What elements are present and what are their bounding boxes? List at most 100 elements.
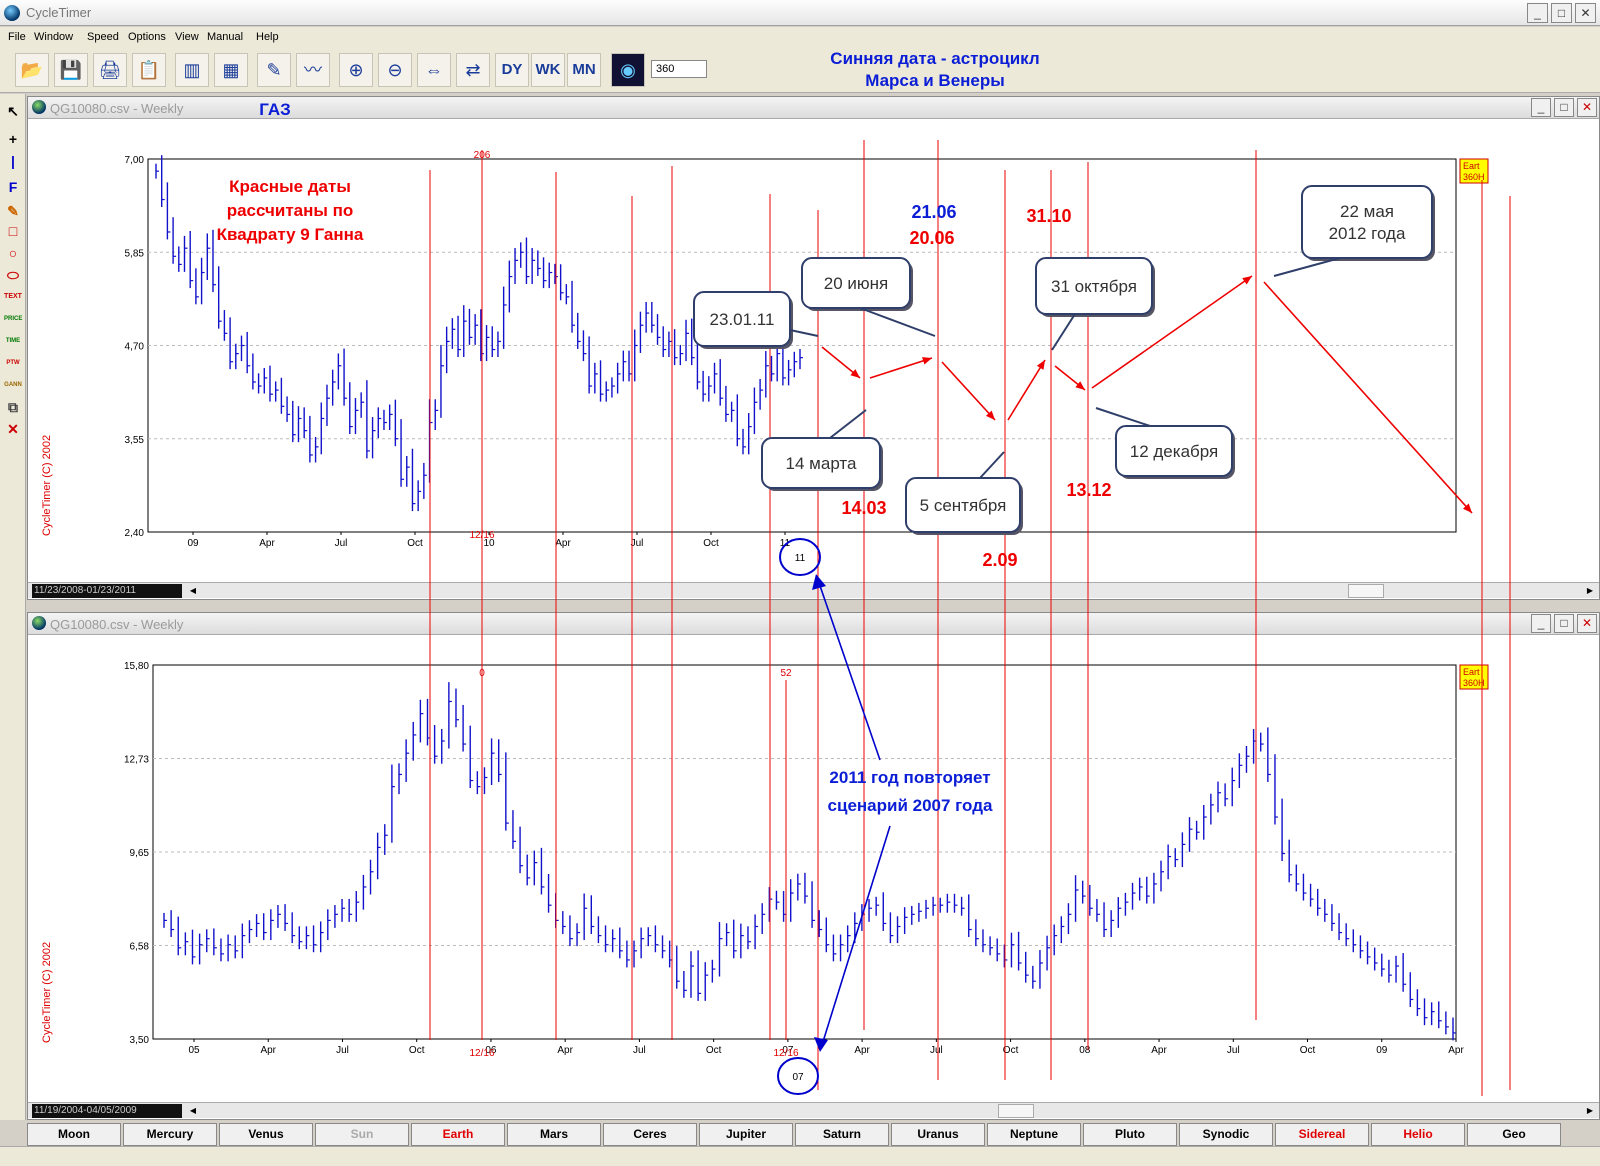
x-tick-label: 09 xyxy=(1376,1045,1388,1056)
delete-icon[interactable]: ✕ xyxy=(7,421,19,437)
circle-icon[interactable]: ○ xyxy=(8,245,18,261)
window-2-scrollbar[interactable]: 11/19/2004-04/05/2009 ◀ ▶ xyxy=(28,1102,1599,1118)
copyright-label: CycleTimer (C) 2002 xyxy=(41,942,53,1043)
price-tool-icon[interactable]: PRICE xyxy=(4,316,23,322)
text-tool-icon[interactable]: TEXT xyxy=(4,293,22,300)
zoom-out-icon[interactable]: ⊖ xyxy=(378,53,412,87)
scroll-thumb[interactable] xyxy=(1348,584,1384,598)
pointer-icon[interactable]: ↖ xyxy=(7,103,19,119)
x-tick-label: 10 xyxy=(483,538,495,549)
window-1-maximize-button[interactable]: □ xyxy=(1554,98,1574,117)
tab-neptune[interactable]: Neptune xyxy=(987,1123,1081,1146)
window-1-close-button[interactable]: ✕ xyxy=(1577,98,1597,117)
menu-view[interactable]: View xyxy=(175,31,199,43)
scroll-right-icon[interactable]: ▶ xyxy=(1586,1106,1594,1115)
tab-synodic[interactable]: Synodic xyxy=(1179,1123,1273,1146)
copy-icon[interactable]: ⧉ xyxy=(8,399,18,415)
x-tick-label: Oct xyxy=(407,538,423,549)
window-1-title: QG10080.csv - Weekly xyxy=(50,101,184,116)
scroll-left-icon[interactable]: ◀ xyxy=(189,586,197,595)
minimize-button[interactable]: _ xyxy=(1527,3,1548,23)
scroll-left-icon[interactable]: ◀ xyxy=(189,1106,197,1115)
y-tick-label: 3,50 xyxy=(130,1035,150,1046)
tab-sidereal[interactable]: Sidereal xyxy=(1275,1123,1369,1146)
spreadsheet-icon[interactable]: ▦ xyxy=(214,53,248,87)
compress-icon[interactable]: ⇄ xyxy=(456,53,490,87)
x-tick-label: Jul xyxy=(633,1045,646,1056)
window-1-minimize-button[interactable]: _ xyxy=(1531,98,1551,117)
x-tick-label: Oct xyxy=(703,538,719,549)
ptw-tool-icon[interactable]: PTW xyxy=(6,360,20,366)
weekly-icon[interactable]: WK xyxy=(531,53,565,87)
menu-window[interactable]: Window xyxy=(34,31,74,43)
tab-earth[interactable]: Earth xyxy=(411,1123,505,1146)
planet-icon[interactable]: ◉ xyxy=(611,53,645,87)
x-tick-label: Jul xyxy=(930,1045,943,1056)
scroll-right-icon[interactable]: ▶ xyxy=(1586,586,1594,595)
zoom-input[interactable]: 360 xyxy=(651,60,707,78)
header-note-line1: Синняя дата - астроцикл xyxy=(830,49,1040,68)
menu-manual[interactable]: Manual xyxy=(207,31,244,43)
x-tick-label: 05 xyxy=(188,1045,200,1056)
tab-helio[interactable]: Helio xyxy=(1371,1123,1465,1146)
time-tool-icon[interactable]: TIME xyxy=(5,338,21,344)
chart-icon[interactable]: 〰 xyxy=(296,53,330,87)
ellipse-icon[interactable]: ⬭ xyxy=(7,267,19,283)
x-tick-label: Apr xyxy=(259,538,275,549)
planet-tabs: Moon Mercury Venus Sun Earth Mars Ceres Jupiter… xyxy=(0,1122,1600,1146)
eraser-icon[interactable]: ✎ xyxy=(257,53,291,87)
zoom-in-icon[interactable]: ⊕ xyxy=(339,53,373,87)
scroll-thumb[interactable] xyxy=(998,1104,1034,1118)
menu-options[interactable]: Options xyxy=(128,31,166,43)
x-tick-label: Oct xyxy=(409,1045,425,1056)
pencil-icon[interactable]: ✎ xyxy=(7,203,19,219)
menu-bar: File Window Speed Options View Manual He… xyxy=(0,27,1600,47)
menu-speed[interactable]: Speed xyxy=(87,31,119,43)
open-icon[interactable]: 📂 xyxy=(15,53,49,87)
menu-file[interactable]: File xyxy=(8,31,26,43)
window-2-date-range: 11/19/2004-04/05/2009 xyxy=(32,1104,182,1118)
x-tick-label: Apr xyxy=(1448,1045,1464,1056)
y-tick-label: 15,80 xyxy=(124,661,149,672)
x-tick-label: 06 xyxy=(485,1045,497,1056)
window-2-close-button[interactable]: ✕ xyxy=(1577,614,1597,633)
tab-geo[interactable]: Geo xyxy=(1467,1123,1561,1146)
fibonacci-icon[interactable]: F xyxy=(8,179,18,195)
vertical-line-icon[interactable]: | xyxy=(11,153,15,169)
bar-chart-icon[interactable]: ▥ xyxy=(175,53,209,87)
x-tick-label: Jul xyxy=(336,1045,349,1056)
clipboard-icon[interactable]: 📋 xyxy=(132,53,166,87)
app-title: CycleTimer xyxy=(26,5,92,20)
360h-label: 360H xyxy=(1463,172,1485,182)
rectangle-icon[interactable]: □ xyxy=(8,223,18,239)
maximize-button[interactable]: □ xyxy=(1551,3,1572,23)
menu-help[interactable]: Help xyxy=(256,31,279,43)
print-icon[interactable]: 🖨 xyxy=(93,53,127,87)
plot-frame xyxy=(152,664,1457,1040)
window-1-scrollbar[interactable]: 11/23/2008-01/23/2011 ◀ ▶ xyxy=(28,582,1599,598)
tab-sun[interactable]: Sun xyxy=(315,1123,409,1146)
y-tick-label: 12,73 xyxy=(124,755,149,766)
tab-pluto[interactable]: Pluto xyxy=(1083,1123,1177,1146)
daily-icon[interactable]: DY xyxy=(495,53,529,87)
gann-tool-icon[interactable]: GANN xyxy=(4,382,22,388)
crosshair-icon[interactable]: + xyxy=(8,131,18,147)
tab-venus[interactable]: Venus xyxy=(219,1123,313,1146)
close-button[interactable]: ✕ xyxy=(1575,3,1596,23)
x-tick-label: Jul xyxy=(631,538,644,549)
tab-moon[interactable]: Moon xyxy=(27,1123,121,1146)
tab-mercury[interactable]: Mercury xyxy=(123,1123,217,1146)
tab-saturn[interactable]: Saturn xyxy=(795,1123,889,1146)
earth-360h-box xyxy=(1459,664,1489,690)
tab-jupiter[interactable]: Jupiter xyxy=(699,1123,793,1146)
window-2-minimize-button[interactable]: _ xyxy=(1531,614,1551,633)
save-icon[interactable]: 💾 xyxy=(54,53,88,87)
expand-icon[interactable]: ⇔ xyxy=(417,53,451,87)
title-bar: CycleTimer _ □ ✕ xyxy=(0,0,1600,26)
monthly-icon[interactable]: MN xyxy=(567,53,601,87)
tab-ceres[interactable]: Ceres xyxy=(603,1123,697,1146)
x-tick-label: 11 xyxy=(780,538,791,549)
tab-uranus[interactable]: Uranus xyxy=(891,1123,985,1146)
tab-mars[interactable]: Mars xyxy=(507,1123,601,1146)
window-2-maximize-button[interactable]: □ xyxy=(1554,614,1574,633)
